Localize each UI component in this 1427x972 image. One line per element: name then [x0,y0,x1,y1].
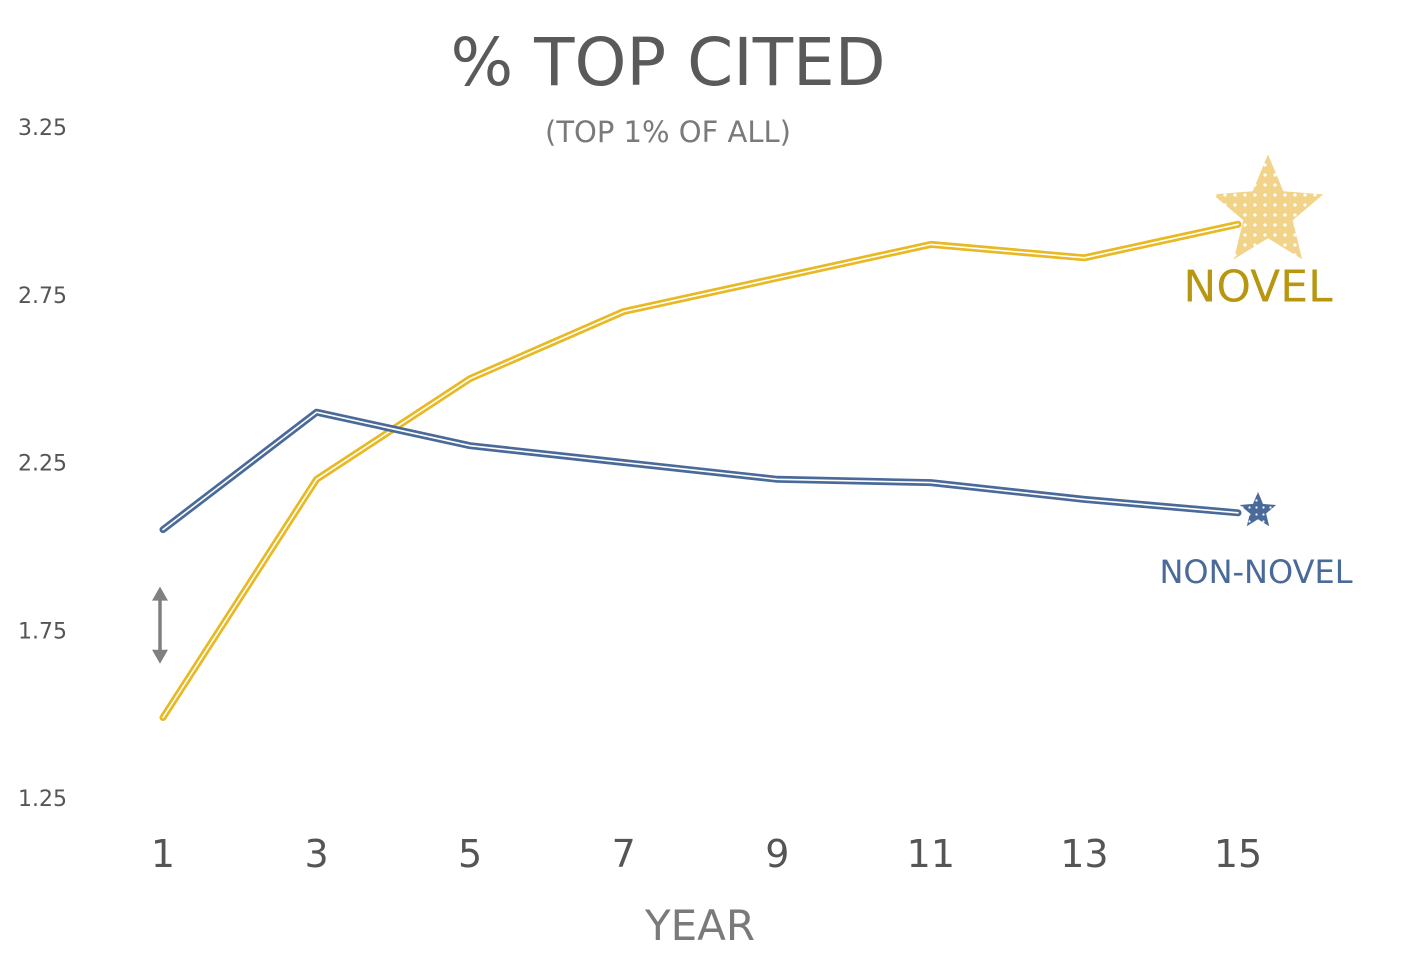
y-tick-label: 1.75 [18,619,67,644]
x-tick-label: 9 [765,832,789,876]
series-label-non-novel: NON-NOVEL [1159,553,1352,591]
x-tick-label: 13 [1060,832,1108,876]
series-labels: NOVEL NON-NOVEL [1159,261,1352,591]
series-label-novel: NOVEL [1183,261,1333,312]
x-axis-label: YEAR [644,901,755,950]
chart-subtitle: (TOP 1% OF ALL) [545,115,791,149]
x-tick-label: 1 [151,832,175,876]
series-line-highlight-non-novel [162,411,1239,531]
y-tick-label: 3.25 [18,116,67,141]
annotation-group [152,586,168,664]
x-tick-label: 7 [612,832,636,876]
y-tick-label: 2.25 [18,452,67,477]
novel-star-icon [1212,154,1324,260]
series-novel [159,154,1324,721]
y-tick-label: 2.75 [18,284,67,309]
chart-title: % TOP CITED [450,24,885,101]
x-axis-ticks: 1 3 5 7 9 11 13 15 [151,832,1262,876]
y-axis-ticks: 3.25 2.75 2.25 1.75 1.25 [18,116,67,812]
x-tick-label: 3 [304,832,328,876]
x-tick-label: 5 [458,832,482,876]
x-tick-label: 11 [907,832,955,876]
series-line-highlight-novel [162,223,1239,719]
x-tick-label: 15 [1214,832,1262,876]
series-group [159,154,1324,721]
non-novel-star-icon [1239,491,1277,527]
series-non-novel [159,408,1277,534]
y-tick-label: 1.25 [18,787,67,812]
gap-double-arrow-icon [152,586,168,664]
